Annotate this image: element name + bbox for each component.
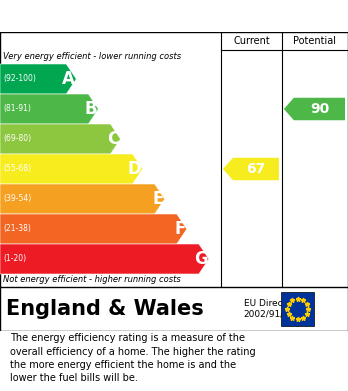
Polygon shape (0, 244, 209, 274)
Polygon shape (0, 154, 143, 184)
FancyBboxPatch shape (281, 292, 314, 326)
Polygon shape (0, 64, 76, 94)
Text: (39-54): (39-54) (3, 194, 31, 203)
Polygon shape (284, 98, 345, 120)
Text: F: F (174, 220, 186, 238)
Text: (1-20): (1-20) (3, 255, 26, 264)
Polygon shape (223, 158, 279, 180)
Text: G: G (194, 250, 208, 268)
Text: 67: 67 (246, 162, 266, 176)
Text: 90: 90 (310, 102, 329, 116)
Text: (92-100): (92-100) (3, 75, 36, 84)
Text: A: A (62, 70, 75, 88)
Text: (69-80): (69-80) (3, 135, 31, 143)
Polygon shape (0, 94, 98, 124)
Text: (55-68): (55-68) (3, 165, 31, 174)
Text: E: E (152, 190, 164, 208)
Text: EU Directive
2002/91/EC: EU Directive 2002/91/EC (244, 299, 300, 319)
Text: B: B (85, 100, 97, 118)
Text: Not energy efficient - higher running costs: Not energy efficient - higher running co… (3, 275, 181, 284)
Text: Potential: Potential (293, 36, 337, 46)
Text: D: D (128, 160, 142, 178)
Text: (21-38): (21-38) (3, 224, 31, 233)
Text: C: C (107, 130, 119, 148)
Polygon shape (0, 184, 165, 214)
Text: Very energy efficient - lower running costs: Very energy efficient - lower running co… (3, 52, 181, 61)
Text: England & Wales: England & Wales (6, 299, 204, 319)
Polygon shape (0, 124, 120, 154)
Text: Energy Efficiency Rating: Energy Efficiency Rating (10, 7, 239, 25)
Text: Current: Current (233, 36, 270, 46)
Text: (81-91): (81-91) (3, 104, 31, 113)
Text: The energy efficiency rating is a measure of the
overall efficiency of a home. T: The energy efficiency rating is a measur… (10, 334, 256, 383)
Polygon shape (0, 214, 187, 244)
